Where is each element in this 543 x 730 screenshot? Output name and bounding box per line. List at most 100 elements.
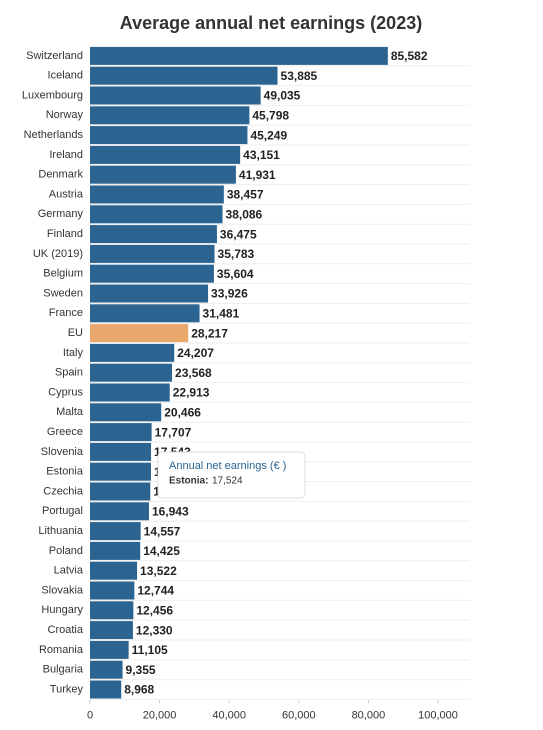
value-label: 11,105: [132, 643, 168, 657]
value-label: 43,151: [243, 148, 280, 162]
y-tick-label: Malta: [56, 406, 84, 418]
y-tick-label: Norway: [46, 109, 84, 121]
bar: [90, 225, 217, 244]
value-label: 41,931: [239, 168, 276, 182]
tooltip-label: Estonia:: [169, 476, 208, 487]
bar: [90, 541, 141, 560]
tooltip-value: 17,524: [212, 476, 243, 487]
y-tick-label: Bulgaria: [43, 664, 84, 676]
y-tick-label: Belgium: [43, 268, 83, 280]
y-tick-label: Spain: [55, 367, 83, 379]
y-tick-label: Poland: [49, 545, 83, 557]
y-tick-label: Portugal: [42, 505, 83, 517]
value-label: 38,457: [227, 188, 264, 202]
x-tick-label: 100,000: [418, 709, 458, 721]
x-tick-label: 40,000: [212, 709, 246, 721]
y-tick-label: Denmark: [38, 169, 83, 181]
value-label: 45,249: [250, 128, 287, 142]
y-tick-label: Croatia: [48, 624, 84, 636]
x-tick-label: 20,000: [143, 709, 177, 721]
y-tick-label: EU: [68, 327, 83, 339]
x-tick-label: 60,000: [282, 709, 316, 721]
bar: [90, 442, 152, 461]
bar: [90, 621, 133, 640]
y-tick-label: Turkey: [50, 683, 84, 695]
y-tick-label: France: [49, 307, 83, 319]
bar: [90, 343, 175, 362]
chart-title: Average annual net earnings (2023): [120, 13, 422, 33]
value-label: 8,968: [124, 683, 154, 697]
y-tick-label: Luxembourg: [22, 89, 83, 101]
y-tick-label: Iceland: [48, 70, 83, 82]
value-label: 12,744: [137, 584, 174, 598]
bar: [90, 660, 123, 679]
value-label: 28,217: [191, 326, 228, 340]
value-label: 85,582: [391, 49, 428, 63]
value-label: 53,885: [281, 69, 318, 83]
y-tick-label: Switzerland: [26, 50, 83, 62]
y-tick-label: Finland: [47, 228, 83, 240]
value-label: 22,913: [173, 386, 210, 400]
tooltip-box: [157, 451, 306, 499]
bar: [90, 640, 129, 659]
value-label: 14,557: [144, 524, 181, 538]
bar: [90, 561, 138, 580]
bar: [90, 403, 162, 422]
bar: [90, 423, 152, 442]
value-label: 24,207: [177, 346, 214, 360]
value-label: 12,456: [136, 603, 173, 617]
bar: [90, 244, 215, 263]
value-label: 33,926: [211, 287, 248, 301]
y-tick-label: Latvia: [54, 565, 84, 577]
bar: [90, 581, 135, 600]
y-tick-label: Slovakia: [41, 584, 83, 596]
y-tick-label: UK (2019): [33, 248, 83, 260]
bar: [90, 205, 223, 224]
bar: [90, 264, 214, 283]
y-tick-label: Romania: [39, 644, 84, 656]
y-tick-label: Ireland: [49, 149, 83, 161]
bar: [90, 304, 200, 323]
bar: [90, 383, 170, 402]
bar: [90, 145, 241, 164]
y-tick-label: Germany: [38, 208, 84, 220]
bar: [90, 106, 250, 125]
bar: [90, 126, 248, 145]
y-tick-label: Sweden: [43, 287, 83, 299]
y-tick-label: Austria: [49, 188, 84, 200]
value-label: 23,568: [175, 366, 212, 380]
bar: [90, 66, 278, 85]
value-label: 9,355: [126, 663, 156, 677]
value-label: 36,475: [220, 227, 257, 241]
bar: [90, 324, 189, 343]
value-label: 38,086: [226, 207, 263, 221]
bar: [90, 46, 388, 65]
value-label: 13,522: [140, 564, 177, 578]
y-tick-label: Slovenia: [41, 446, 84, 458]
y-tick-label: Estonia: [46, 466, 84, 478]
bar: [90, 86, 261, 105]
value-label: 49,035: [264, 89, 301, 103]
bar: [90, 165, 236, 184]
bar: [90, 482, 151, 501]
y-tick-label: Hungary: [41, 604, 83, 616]
value-label: 35,604: [217, 267, 254, 281]
value-label: 20,466: [164, 405, 201, 419]
value-label: 16,943: [152, 504, 189, 518]
y-tick-label: Lithuania: [38, 525, 84, 537]
value-label: 14,425: [143, 544, 180, 558]
value-label: 31,481: [203, 306, 240, 320]
y-tick-label: Greece: [47, 426, 83, 438]
bar: [90, 502, 149, 521]
bar: [90, 284, 209, 303]
value-label: 35,783: [218, 247, 255, 261]
bar: [90, 185, 224, 204]
tooltip-title: Annual net earnings (€ ): [169, 460, 286, 472]
bar: [90, 601, 134, 620]
bar: [90, 680, 122, 699]
value-label: 12,330: [136, 623, 173, 637]
tooltip: Annual net earnings (€ ) Estonia: 17,524: [157, 451, 306, 499]
y-tick-label: Netherlands: [24, 129, 84, 141]
value-label: 45,798: [252, 108, 289, 122]
